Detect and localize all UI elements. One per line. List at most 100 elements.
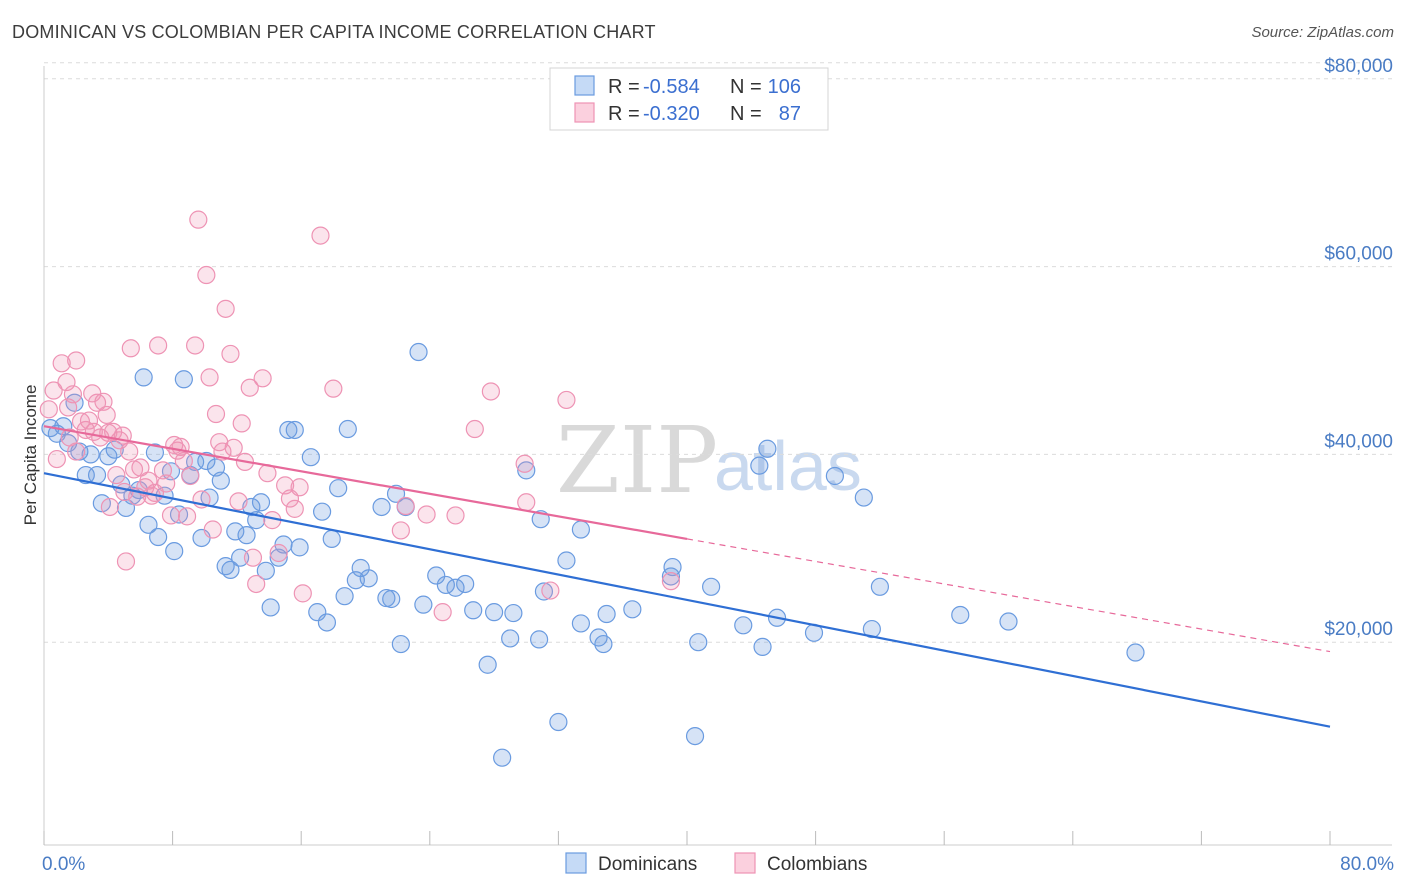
colombian-point (221, 344, 240, 364)
colombian-point (517, 493, 536, 512)
colombian-point (120, 442, 139, 461)
dominican-point (134, 368, 153, 387)
colombian-point (243, 548, 263, 567)
colombian-point (269, 543, 288, 563)
dominican-point (359, 569, 378, 588)
colombian-point (324, 379, 343, 398)
colombian-point (293, 584, 312, 603)
dominican-point (391, 634, 410, 654)
colombian-point (161, 506, 181, 525)
y-tick-label: $40,000 (1324, 431, 1393, 452)
dominican-point (530, 630, 549, 649)
colombian-point (83, 384, 102, 403)
dominican-point (689, 633, 708, 652)
dominican-point (549, 712, 568, 732)
watermark-atlas: atlas (714, 427, 862, 505)
dominican-point (427, 566, 446, 585)
dominicans-trend-line (43, 472, 1331, 728)
dominican-point (478, 655, 497, 674)
legend-n-value-2: 87 (779, 103, 801, 125)
legend-n-label-1: N = (730, 76, 762, 98)
dominican-point (312, 502, 332, 521)
colombian-point (177, 507, 197, 526)
axes (43, 66, 1392, 846)
colombian-point (216, 299, 235, 318)
colombian-point (417, 505, 436, 524)
series-legend: Dominicans Colombians (565, 852, 867, 875)
chart-title: DOMINICAN VS COLOMBIAN PER CAPITA INCOME… (12, 22, 656, 42)
dominican-point (261, 598, 280, 617)
dominican-point (105, 440, 124, 459)
colombian-point (157, 474, 176, 493)
dominican-point (87, 465, 107, 485)
y-tick-label: $20,000 (1324, 619, 1393, 640)
colombians-points (39, 210, 681, 622)
dominican-point (464, 601, 483, 620)
dominican-point (322, 529, 341, 549)
dominican-point (335, 587, 354, 606)
colombian-point (433, 603, 452, 622)
dominican-point (226, 522, 245, 541)
colombians-trend-line (43, 425, 688, 540)
dominican-point (594, 634, 613, 654)
colombian-point (396, 496, 415, 516)
dominican-point (456, 574, 475, 594)
colombian-point (541, 581, 560, 600)
dominican-point (571, 614, 591, 633)
dominican-point (734, 616, 753, 635)
trend-lines (43, 425, 1331, 728)
dominican-point (279, 420, 298, 440)
legend-r-value-2: -0.320 (643, 103, 700, 125)
colombian-point (661, 572, 681, 591)
colombian-point (100, 497, 120, 517)
dominican-point (338, 419, 357, 439)
colombian-point (79, 411, 99, 430)
colombian-point (224, 438, 243, 457)
dominican-point (758, 439, 777, 458)
dominican-point (750, 456, 769, 475)
colombian-point (203, 520, 222, 539)
colombian-point (465, 419, 484, 439)
colombian-point (229, 492, 248, 511)
dominican-point (663, 557, 682, 577)
dominican-point (504, 603, 523, 623)
y-tick-label: $60,000 (1324, 244, 1393, 265)
colombian-point (189, 210, 208, 229)
colombian-point (206, 404, 226, 424)
colombian-point (240, 378, 259, 397)
dominican-point (685, 726, 705, 746)
dominican-point (145, 443, 165, 462)
grid-lines (44, 62, 1392, 643)
colombian-point (232, 414, 251, 433)
colombian-point (446, 506, 465, 525)
dominican-point (409, 342, 428, 362)
dominican-point (221, 560, 240, 579)
colombian-point (52, 354, 71, 373)
colombian-point (124, 460, 144, 479)
colombian-point (481, 382, 500, 401)
colombian-point (59, 398, 78, 417)
colombian-point (311, 226, 330, 245)
stats-legend: R = -0.584 N = 106 R = -0.320 N = 87 (549, 67, 829, 131)
dominican-point (446, 578, 465, 597)
dominican-point (825, 466, 844, 486)
colombian-point (67, 442, 86, 461)
colombians-trend-extension (686, 538, 1331, 653)
dominican-point (862, 619, 881, 639)
dominican-point (557, 551, 576, 570)
dominican-point (149, 527, 168, 547)
dominican-point (623, 600, 642, 619)
dominican-point (534, 582, 554, 601)
dominican-point (290, 538, 309, 557)
legend-swatch-colombians (574, 102, 595, 123)
dominican-point (317, 613, 337, 632)
dominican-point (501, 629, 520, 648)
colombian-point (107, 465, 126, 485)
colombian-point (181, 466, 200, 486)
dominican-point (661, 567, 681, 586)
dominican-point (251, 493, 271, 512)
bottom-legend-colombians: Colombians (767, 854, 867, 875)
dominican-point (999, 612, 1018, 631)
colombian-point (67, 351, 86, 370)
dominican-point (301, 448, 320, 467)
